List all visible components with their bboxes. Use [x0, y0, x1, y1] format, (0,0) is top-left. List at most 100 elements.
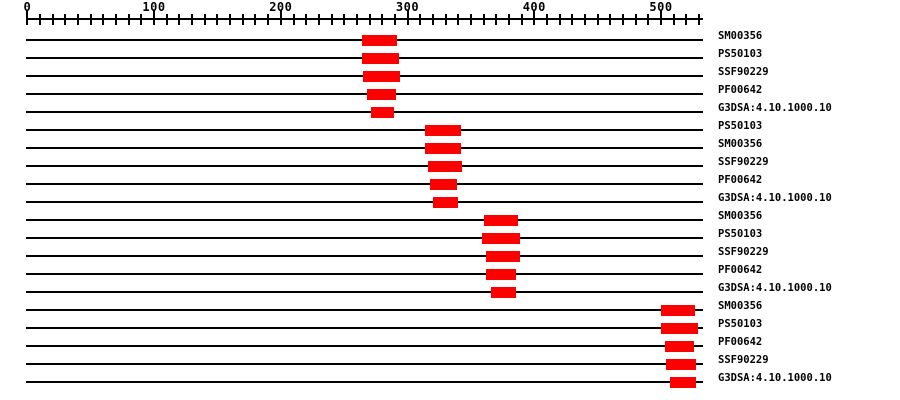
ruler-tick-minor [330, 14, 333, 25]
ruler-tick-minor [609, 14, 612, 25]
signature-label: PS50103 [718, 48, 763, 60]
ruler-tick-minor [368, 14, 371, 25]
ruler-tick-minor [203, 14, 206, 25]
ruler-tick-major [533, 10, 536, 25]
domain-match-bar [427, 161, 462, 172]
track-line [26, 93, 703, 95]
ruler-tick-major [153, 10, 155, 25]
ruler-tick-minor [77, 14, 79, 25]
signature-label: PF00642 [718, 264, 763, 276]
domain-match-bar [367, 89, 397, 100]
ruler-tick-minor [431, 14, 434, 25]
ruler-tick-minor [267, 14, 270, 25]
domain-match-bar [666, 359, 697, 370]
signature-label: SM00356 [718, 210, 763, 222]
signature-label: SSF90229 [718, 66, 769, 78]
ruler-tick-minor [178, 14, 181, 25]
signature-label: SM00356 [718, 30, 763, 42]
ruler-tick-minor [520, 14, 523, 25]
ruler-tick-minor [457, 14, 460, 25]
domain-match-bar [661, 305, 696, 316]
domain-match-bar [482, 233, 521, 244]
track-line [26, 111, 703, 113]
domain-match-bar [430, 179, 457, 190]
ruler-tick-minor [495, 14, 498, 25]
track-line [26, 201, 703, 203]
ruler-tick-major [660, 10, 662, 25]
domain-match-bar [370, 107, 394, 118]
domain-match-bar [432, 197, 459, 208]
domain-match-bar [486, 269, 517, 280]
ruler-tick-minor [698, 14, 700, 25]
signature-label: PF00642 [718, 336, 763, 348]
ruler-tick-minor [254, 14, 257, 25]
signature-label: G3DSA:4.10.1000.10 [718, 102, 832, 114]
ruler-tick-minor [89, 14, 92, 25]
domain-match-bar [483, 215, 518, 226]
ruler-tick-minor [51, 14, 54, 25]
track-line [26, 255, 703, 257]
ruler-tick-minor [241, 14, 244, 25]
track-line [26, 291, 703, 293]
signature-label: G3DSA:4.10.1000.10 [718, 282, 832, 294]
track-line [26, 273, 703, 275]
track-line [26, 237, 703, 239]
signature-label: SSF90229 [718, 354, 769, 366]
track-line [26, 165, 703, 167]
ruler-tick-minor [419, 14, 422, 25]
signature-label: PS50103 [718, 318, 763, 330]
signature-label: SSF90229 [718, 246, 769, 258]
track-line [26, 381, 703, 383]
ruler-tick-label: 200 [269, 0, 293, 14]
ruler-tick-minor [355, 14, 358, 25]
domain-match-bar [361, 35, 398, 46]
ruler-tick-minor [64, 14, 67, 25]
ruler-tick-label: 300 [395, 0, 420, 14]
ruler-tick-label: 100 [142, 0, 166, 14]
track-line [26, 363, 703, 365]
track-line [26, 183, 703, 185]
ruler-tick-major [406, 10, 409, 25]
ruler-tick-minor [140, 14, 143, 25]
signature-label: SSF90229 [718, 156, 769, 168]
domain-match-bar [491, 287, 517, 298]
ruler-tick-minor [444, 14, 447, 25]
signature-label: G3DSA:4.10.1000.10 [718, 192, 832, 204]
ruler-tick-minor [545, 14, 548, 25]
track-line [26, 129, 703, 131]
ruler-tick-minor [229, 14, 232, 25]
signature-label: PF00642 [718, 174, 763, 186]
ruler-tick-minor [381, 14, 384, 25]
ruler-tick-minor [343, 14, 346, 25]
ruler-tick-minor [685, 14, 688, 25]
ruler-tick-minor [672, 14, 675, 25]
ruler-tick-label: 0 [23, 0, 32, 14]
ruler-tick-minor [596, 14, 599, 25]
track-line [26, 327, 703, 329]
domain-match-bar [661, 323, 698, 334]
signature-label: SM00356 [718, 300, 763, 312]
signature-label: PS50103 [718, 228, 763, 240]
ruler-tick-minor [292, 14, 295, 25]
ruler-tick-minor [191, 14, 194, 25]
track-line [26, 345, 703, 347]
ruler-tick-minor [469, 14, 472, 25]
ruler-tick-minor [216, 14, 219, 25]
ruler-tick-minor [393, 14, 396, 25]
track-line [26, 147, 703, 149]
ruler-axis-line [27, 18, 703, 20]
ruler-tick-minor [647, 14, 650, 25]
ruler-tick-minor [39, 14, 41, 25]
ruler-tick-minor [317, 14, 320, 25]
ruler-tick-major [26, 10, 29, 25]
domain-match-bar [664, 341, 694, 352]
ruler-tick-label: 400 [522, 0, 546, 14]
domain-match-bar [425, 143, 461, 154]
ruler-tick-label: 500 [649, 0, 673, 14]
ruler-tick-minor [165, 14, 168, 25]
ruler-tick-minor [305, 14, 308, 25]
signature-label: PF00642 [718, 84, 763, 96]
ruler-tick-minor [584, 14, 586, 25]
track-line [26, 219, 703, 221]
